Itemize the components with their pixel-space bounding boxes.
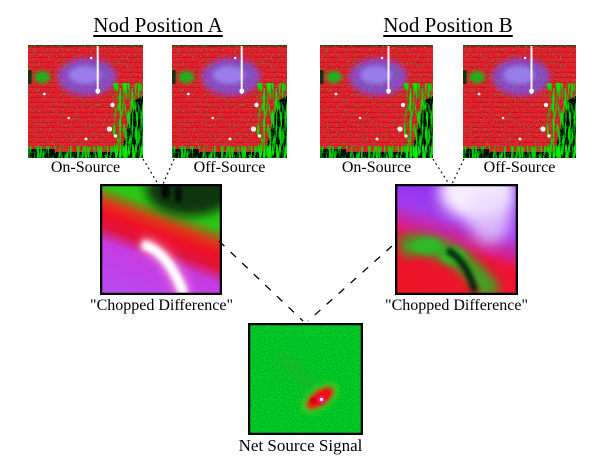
chopped-difference-a-label: "Chopped Difference": [90, 297, 233, 314]
nod-b-on-source-image: [320, 45, 433, 158]
dashed-connector-b-on: [432, 158, 450, 185]
net-source-signal-image: [248, 323, 363, 435]
dashed-connector-a-on: [142, 158, 159, 185]
chopped-difference-a-image: [100, 184, 222, 295]
nod-b-on-source-label: On-Source: [341, 159, 412, 176]
chopped-difference-b-image: [395, 184, 518, 295]
nod-a-on-source-image: [28, 45, 143, 158]
nod-b-off-source-label: Off-Source: [483, 159, 556, 176]
nod-b-title: Nod Position B: [383, 13, 513, 37]
nod-b-off-source-image: [463, 45, 576, 158]
chopped-difference-b-label: "Chopped Difference": [385, 297, 528, 314]
net-source-signal-label: Net Source Signal: [238, 436, 363, 455]
nod-a-off-source-label: Off-Source: [193, 159, 266, 176]
nod-a-title: Nod Position A: [93, 13, 223, 37]
nod-a-on-source-label: On-Source: [50, 159, 121, 176]
nod-a-off-source-image: [172, 45, 287, 158]
